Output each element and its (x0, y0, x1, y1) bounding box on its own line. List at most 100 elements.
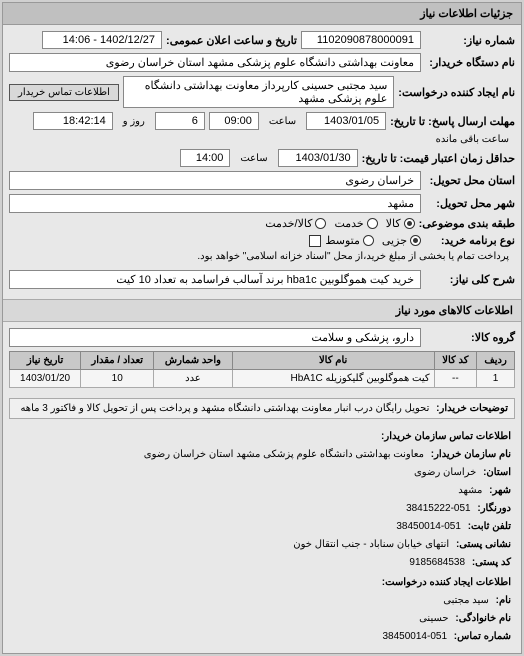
announce-label: تاریخ و ساعت اعلان عمومی: (166, 34, 297, 47)
time-label-2: ساعت (240, 153, 267, 164)
radio-service-label: خدمت (334, 217, 363, 230)
lastname-label: نام خانوادگی: (455, 613, 511, 624)
radio-minor-label: جزیی (382, 234, 407, 247)
time-text: ساعت باقی مانده (436, 134, 509, 145)
details-panel: جزئیات اطلاعات نیاز شماره نیاز: 11020908… (2, 2, 522, 654)
purchase-type-radio-group: جزیی متوسط (325, 234, 421, 247)
buyer-notes-value: تحویل رایگان درب انبار معاونت بهداشتی دا… (20, 403, 429, 414)
goods-section-title: اطلاعات کالاهای مورد نیاز (3, 299, 521, 322)
contact-city: شهر: مشهد (13, 483, 511, 499)
deadline-send-date: 1403/01/05 (306, 112, 386, 130)
th-date: تاریخ نیاز (10, 352, 81, 370)
radio-goods[interactable]: کالا (386, 217, 415, 230)
row-category: طبقه بندی موضوعی: کالا خدمت کالا/خدمت (9, 217, 515, 230)
buyer-value: معاونت بهداشتی دانشگاه علوم پزشکی مشهد ا… (9, 53, 421, 72)
contact-phone: تلفن ثابت: 051-38450014 (13, 519, 511, 535)
contact-province: استان: خراسان رضوی (13, 465, 511, 481)
goods-section: گروه کالا: دارو، پزشکی و سلامت ردیف کد ک… (3, 322, 521, 394)
purchase-note: پرداخت تمام یا بخشی از مبلغ خرید،از محل … (197, 251, 509, 262)
row-description: شرح کلی نیاز: خرید کیت هموگلوبین hba1c ب… (9, 270, 515, 289)
category-label: طبقه بندی موضوعی: (419, 217, 515, 230)
goods-group-value: دارو، پزشکی و سلامت (9, 328, 421, 347)
name-label: نام: (496, 595, 511, 606)
td-code: -- (434, 370, 477, 388)
row-request-number: شماره نیاز: 1102090878000091 تاریخ و ساع… (9, 31, 515, 49)
phone-value: 051-38450014 (396, 521, 461, 532)
td-unit: عدد (154, 370, 232, 388)
table-row: 1 -- کیت هموگلوبین گلیکوزیله HbA1C عدد 1… (10, 370, 515, 388)
radio-both-icon (315, 218, 326, 229)
contact-postal: نشانی پستی: انتهای خیابان سناباد - جنب ا… (13, 537, 511, 553)
name-value: سید مجتبی (443, 595, 489, 606)
delivery-city-value: مشهد (9, 194, 421, 213)
radio-both-label: کالا/خدمت (265, 217, 312, 230)
row-delivery-province: استان محل تحویل: خراسان رضوی (9, 171, 515, 190)
radio-minor-icon (410, 235, 421, 246)
price-until-label: حداقل زمان اعتبار قیمت: تا تاریخ: (362, 152, 515, 165)
contact-name: نام: سید مجتبی (13, 593, 511, 609)
time-label-1: ساعت (269, 116, 296, 127)
contact-fax: دورنگار: 051-38415222 (13, 501, 511, 517)
delivery-city-label: شهر محل تحویل: (425, 197, 515, 210)
buyer-label: نام دستگاه خریدار: (425, 56, 515, 69)
deadline-send-time: 09:00 (209, 112, 259, 130)
price-until-time: 14:00 (180, 149, 230, 167)
request-number-value: 1102090878000091 (301, 31, 421, 49)
city-value: مشهد (458, 485, 482, 496)
desc-label: شرح کلی نیاز: (425, 273, 515, 286)
announce-value: 1402/12/27 - 14:06 (42, 31, 162, 49)
td-date: 1403/01/20 (10, 370, 81, 388)
panel-title: جزئیات اطلاعات نیاز (3, 3, 521, 25)
delivery-province-value: خراسان رضوی (9, 171, 421, 190)
fax-label: دورنگار: (477, 503, 511, 514)
category-radio-group: کالا خدمت کالا/خدمت (265, 217, 414, 230)
postal-label: نشانی پستی: (456, 539, 511, 550)
contact-section-title: اطلاعات تماس سازمان خریدار: (13, 429, 511, 445)
req-creator-title: اطلاعات ایجاد کننده درخواست: (13, 575, 511, 591)
row-buyer: نام دستگاه خریدار: معاونت بهداشتی دانشگا… (9, 53, 515, 72)
th-name: نام کالا (232, 352, 434, 370)
th-qty: تعداد / مقدار (81, 352, 154, 370)
buyer-notes-label: توضیحات خریدار: (436, 403, 508, 414)
postcode-label: کد پستی: (472, 557, 511, 568)
province-value: خراسان رضوی (414, 467, 476, 478)
city-label: شهر: (489, 485, 511, 496)
contact-phone-value: 051-38450014 (382, 631, 447, 642)
buyer-notes-row: توضیحات خریدار: تحویل رایگان درب انبار م… (9, 398, 515, 419)
delivery-province-label: استان محل تحویل: (425, 174, 515, 187)
requester-label: نام ایجاد کننده درخواست: (398, 86, 515, 99)
contact-postcode: کد پستی: 9185684538 (13, 555, 511, 571)
row-deadline-send: مهلت ارسال پاسخ: تا تاریخ: 1403/01/05 سا… (9, 112, 515, 145)
radio-service-icon (367, 218, 378, 229)
radio-both[interactable]: کالا/خدمت (265, 217, 326, 230)
deadline-send-label: مهلت ارسال پاسخ: تا تاریخ: (390, 115, 515, 128)
contact-title-text: اطلاعات تماس سازمان خریدار: (381, 431, 511, 442)
row-purchase-type: نوع برنامه خرید: جزیی متوسط پرداخت تمام … (9, 234, 515, 262)
org-value: معاونت بهداشتی دانشگاه علوم پزشکی مشهد ا… (144, 449, 424, 460)
postal-value: انتهای خیابان سناباد - جنب انتقال خون (293, 539, 449, 550)
contact-org: نام سازمان خریدار: معاونت بهداشتی دانشگا… (13, 447, 511, 463)
request-number-label: شماره نیاز: (425, 34, 515, 47)
row-delivery-city: شهر محل تحویل: مشهد (9, 194, 515, 213)
org-label: نام سازمان خریدار: (431, 449, 511, 460)
radio-goods-icon (404, 218, 415, 229)
th-row: ردیف (477, 352, 515, 370)
contact-phone-label: شماره تماس: (454, 631, 511, 642)
lastname-value: حسینی (419, 613, 448, 624)
radio-medium-label: متوسط (325, 234, 360, 247)
price-until-date: 1403/01/30 (278, 149, 358, 167)
days-text: روز و (123, 116, 145, 127)
req-creator-title-text: اطلاعات ایجاد کننده درخواست: (382, 577, 511, 588)
radio-minor[interactable]: جزیی (382, 234, 421, 247)
contact-lastname: نام خانوادگی: حسینی (13, 611, 511, 627)
th-unit: واحد شمارش (154, 352, 232, 370)
postcode-value: 9185684538 (409, 557, 465, 568)
td-row: 1 (477, 370, 515, 388)
td-name: کیت هموگلوبین گلیکوزیله HbA1C (232, 370, 434, 388)
radio-service[interactable]: خدمت (334, 217, 377, 230)
radio-medium[interactable]: متوسط (325, 234, 374, 247)
desc-value: خرید کیت هموگلوبین hba1c برند آسالب فراس… (9, 270, 421, 289)
treasury-checkbox[interactable] (309, 235, 321, 247)
radio-goods-label: کالا (386, 217, 401, 230)
contact-info-button[interactable]: اطلاعات تماس خریدار (9, 84, 119, 101)
